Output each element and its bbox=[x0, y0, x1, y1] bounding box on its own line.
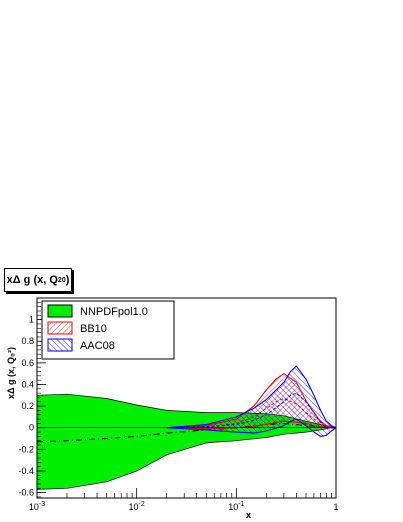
chart-title: xΔ g (x, Q 2 0) bbox=[4, 268, 72, 292]
chart-title-text: xΔ g (x, Q bbox=[6, 274, 58, 286]
x-axis: 10-3 10-2 10-1 1 bbox=[29, 488, 339, 512]
legend-swatch bbox=[47, 338, 73, 352]
legend: NNPDFpol1.0 BB10 AAC08 bbox=[41, 300, 175, 360]
y-axis: -0.6 -0.4 -0.2 0 0.2 0.4 0.6 0.8 1 bbox=[18, 302, 46, 498]
central-aac08 bbox=[166, 392, 336, 429]
plot-frame bbox=[36, 297, 337, 499]
x-tick-label: 10-1 bbox=[228, 501, 244, 512]
x-tick-label: 10-3 bbox=[29, 501, 45, 512]
x-axis-label: x bbox=[246, 510, 251, 520]
y-tick-label: -0.2 bbox=[18, 444, 34, 454]
x-tick-label: 1 bbox=[333, 502, 338, 512]
legend-label: NNPDFpol1.0 bbox=[80, 306, 148, 318]
chart-title-close: ) bbox=[65, 274, 70, 286]
y-tick-label: 0 bbox=[29, 423, 34, 433]
y-tick-label: 0.8 bbox=[21, 336, 34, 346]
series-bands bbox=[37, 365, 336, 490]
legend-swatch bbox=[47, 304, 73, 318]
chart-title-sub: 0 bbox=[61, 276, 66, 284]
y-tick-label: 1 bbox=[29, 315, 34, 325]
legend-label: BB10 bbox=[80, 323, 107, 335]
y-tick-label: 0.2 bbox=[21, 401, 34, 411]
y-tick-label: 0.6 bbox=[21, 358, 34, 368]
y-tick-label: -0.6 bbox=[18, 488, 34, 498]
chart-title-sup: 2 bbox=[57, 276, 62, 284]
band-aac08 bbox=[166, 365, 336, 437]
y-axis-label: xΔ g (x, Q₀²) bbox=[6, 347, 16, 399]
y-tick-label: 0.4 bbox=[21, 379, 34, 389]
x-tick-label: 10-2 bbox=[129, 501, 145, 512]
legend-swatch bbox=[47, 321, 73, 335]
y-tick-label: -0.4 bbox=[18, 466, 34, 476]
legend-label: AAC08 bbox=[80, 340, 115, 352]
